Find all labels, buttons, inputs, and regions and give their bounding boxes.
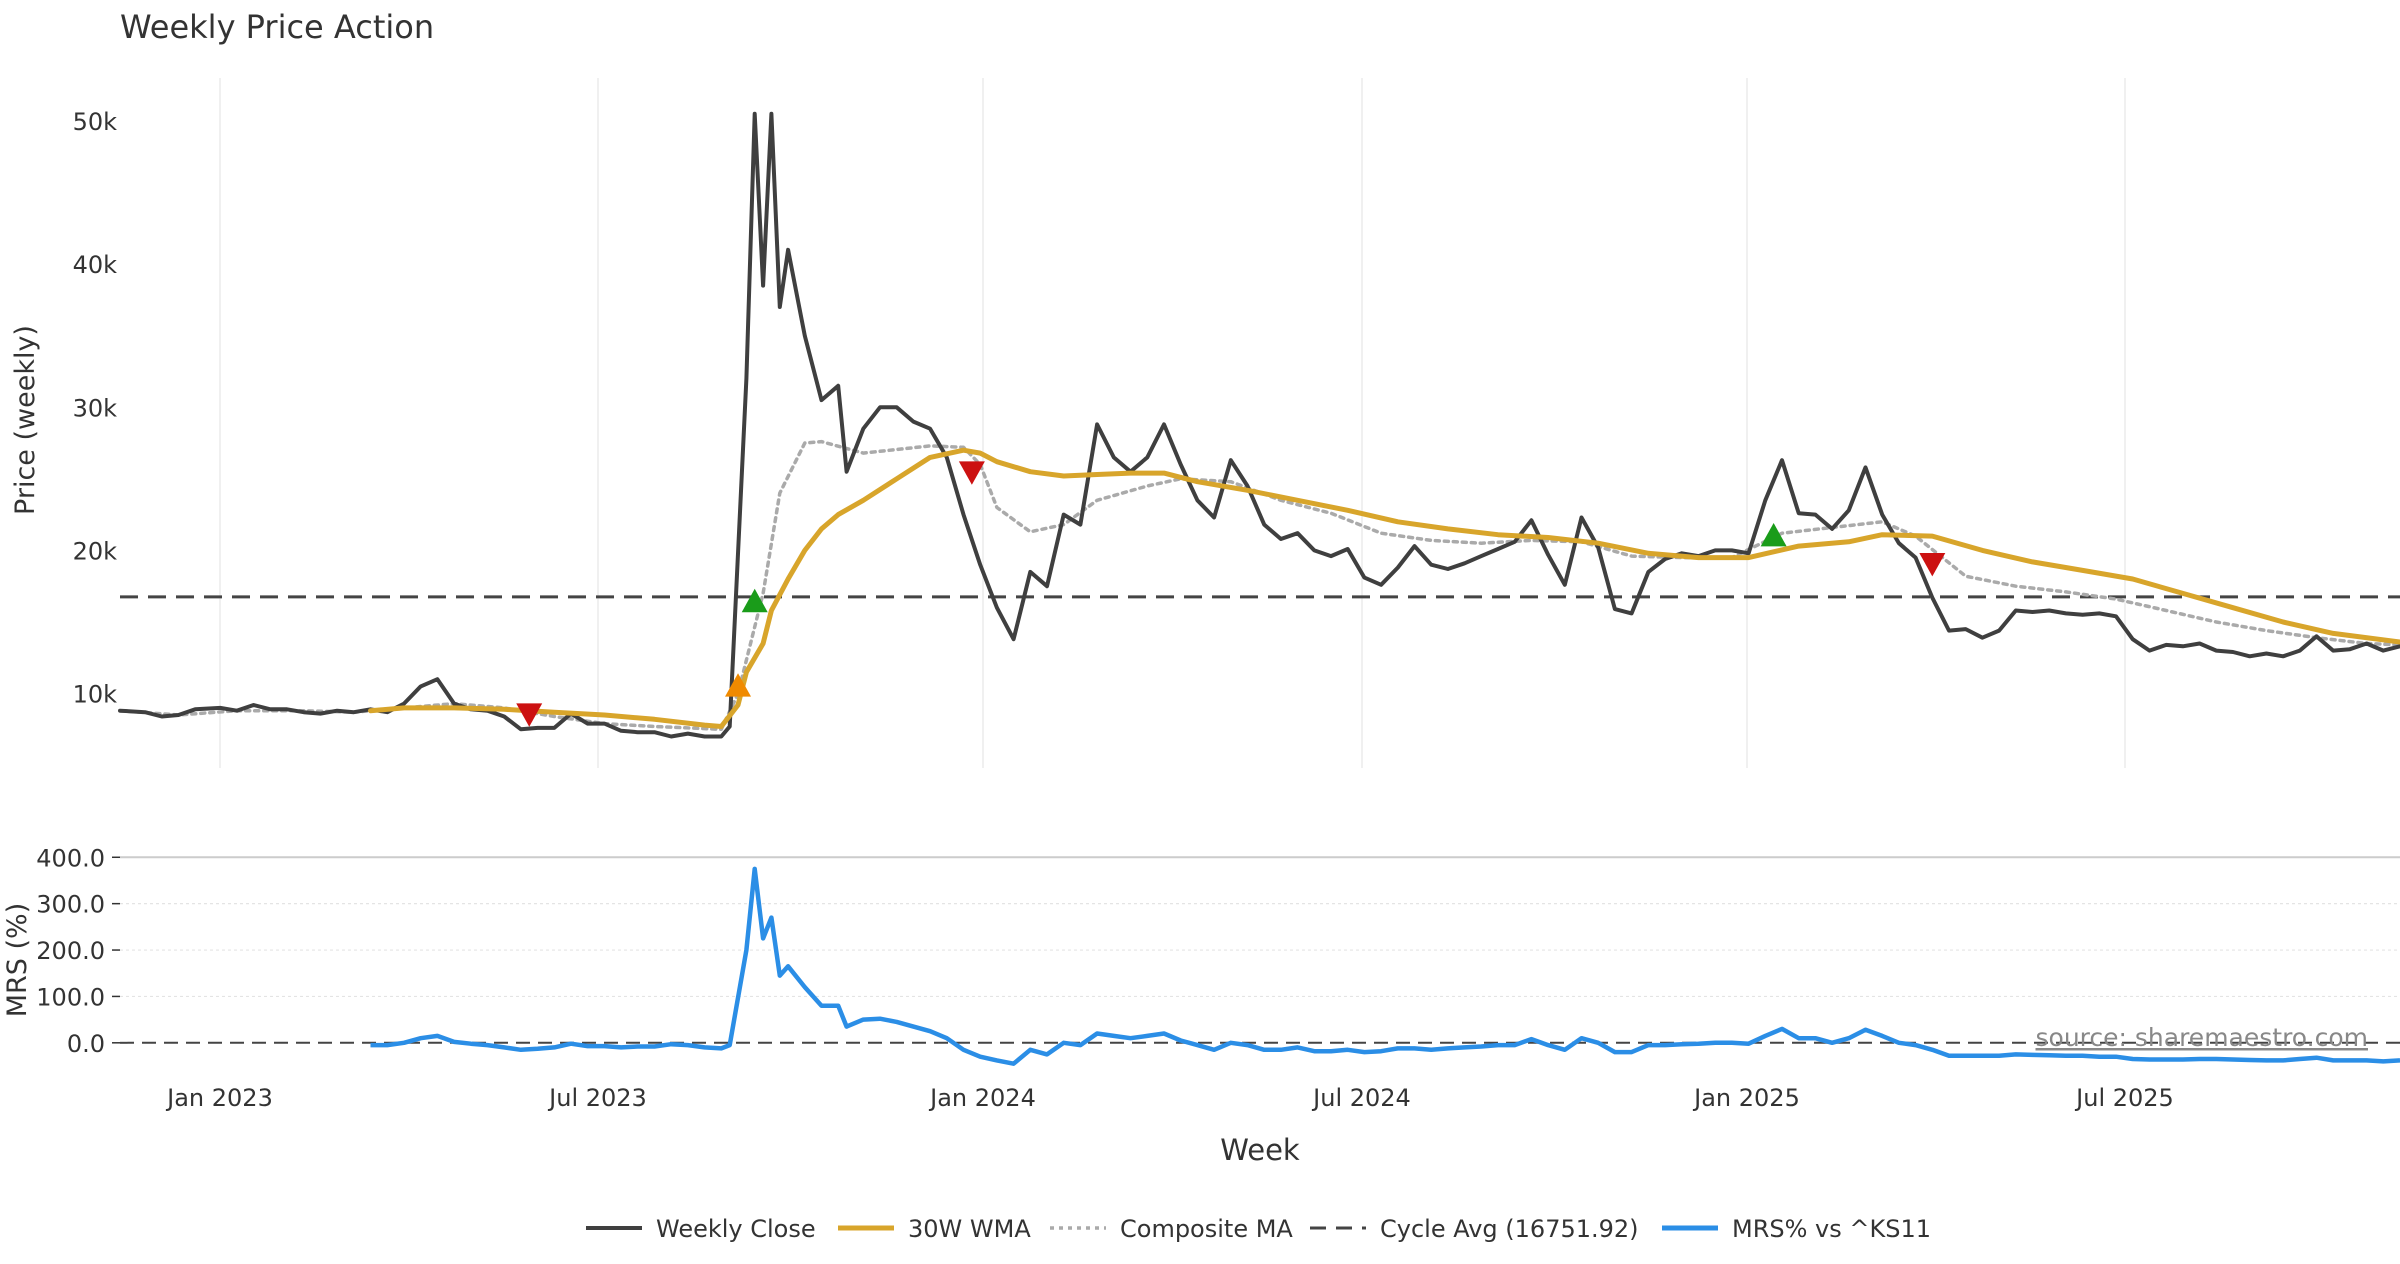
legend-entry-label: Cycle Avg (16751.92) (1380, 1215, 1639, 1243)
x-axis-label: Week (1220, 1133, 1300, 1167)
down-signal-marker (516, 703, 542, 726)
price-tick-label: 30k (73, 394, 118, 422)
x-tick-label: Jul 2025 (2074, 1084, 2174, 1112)
x-tick-label: Jan 2025 (1692, 1084, 1800, 1112)
x-tick-label: Jan 2023 (165, 1084, 273, 1112)
source-note: source: sharemaestro.com (2036, 1023, 2369, 1052)
mrs-y-axis-label: MRS (%) (2, 903, 33, 1018)
price-tick-label: 10k (73, 681, 118, 709)
mrs-tick-label: 100.0 (36, 983, 105, 1011)
legend: Weekly Close 30W WMA Composite MA Cycle Avg… (586, 1215, 1931, 1243)
legend-entry-label: Weekly Close (656, 1215, 816, 1243)
x-tick-label: Jan 2024 (928, 1084, 1036, 1112)
price-tick-label: 40k (73, 251, 118, 279)
mrs-grid (120, 857, 2400, 1043)
price-y-ticks: 10k 20k 30k 40k 50k (73, 108, 118, 709)
price-y-axis-label: Price (weekly) (10, 325, 41, 515)
mrs-tick-label: 300.0 (36, 891, 105, 919)
signal-markers (516, 461, 1945, 726)
mrs-tick-label: 400.0 (36, 844, 105, 872)
legend-entry-label: MRS% vs ^KS11 (1732, 1215, 1931, 1243)
mrs-tick-label: 200.0 (36, 937, 105, 965)
legend-entry-label: 30W WMA (908, 1215, 1031, 1243)
down-signal-marker (959, 461, 985, 484)
x-ticks: Jan 2023 Jul 2023 Jan 2024 Jul 2024 Jan 2025… (165, 1084, 2174, 1112)
chart-title: Weekly Price Action (120, 8, 434, 46)
price-tick-label: 50k (73, 108, 118, 136)
price-grid (220, 78, 2125, 768)
weekly-close-line (120, 114, 2400, 737)
x-tick-label: Jul 2024 (1311, 1084, 1411, 1112)
mrs-tick-label: 0.0 (67, 1030, 105, 1058)
mrs-y-ticks: 0.0 100.0 200.0 300.0 400.0 (36, 844, 120, 1058)
price-tick-label: 20k (73, 537, 118, 565)
composite-ma-line (120, 442, 2400, 730)
wma-line (371, 450, 2400, 726)
x-tick-label: Jul 2023 (547, 1084, 647, 1112)
price-series (120, 114, 2400, 737)
legend-entry-label: Composite MA (1120, 1215, 1293, 1243)
